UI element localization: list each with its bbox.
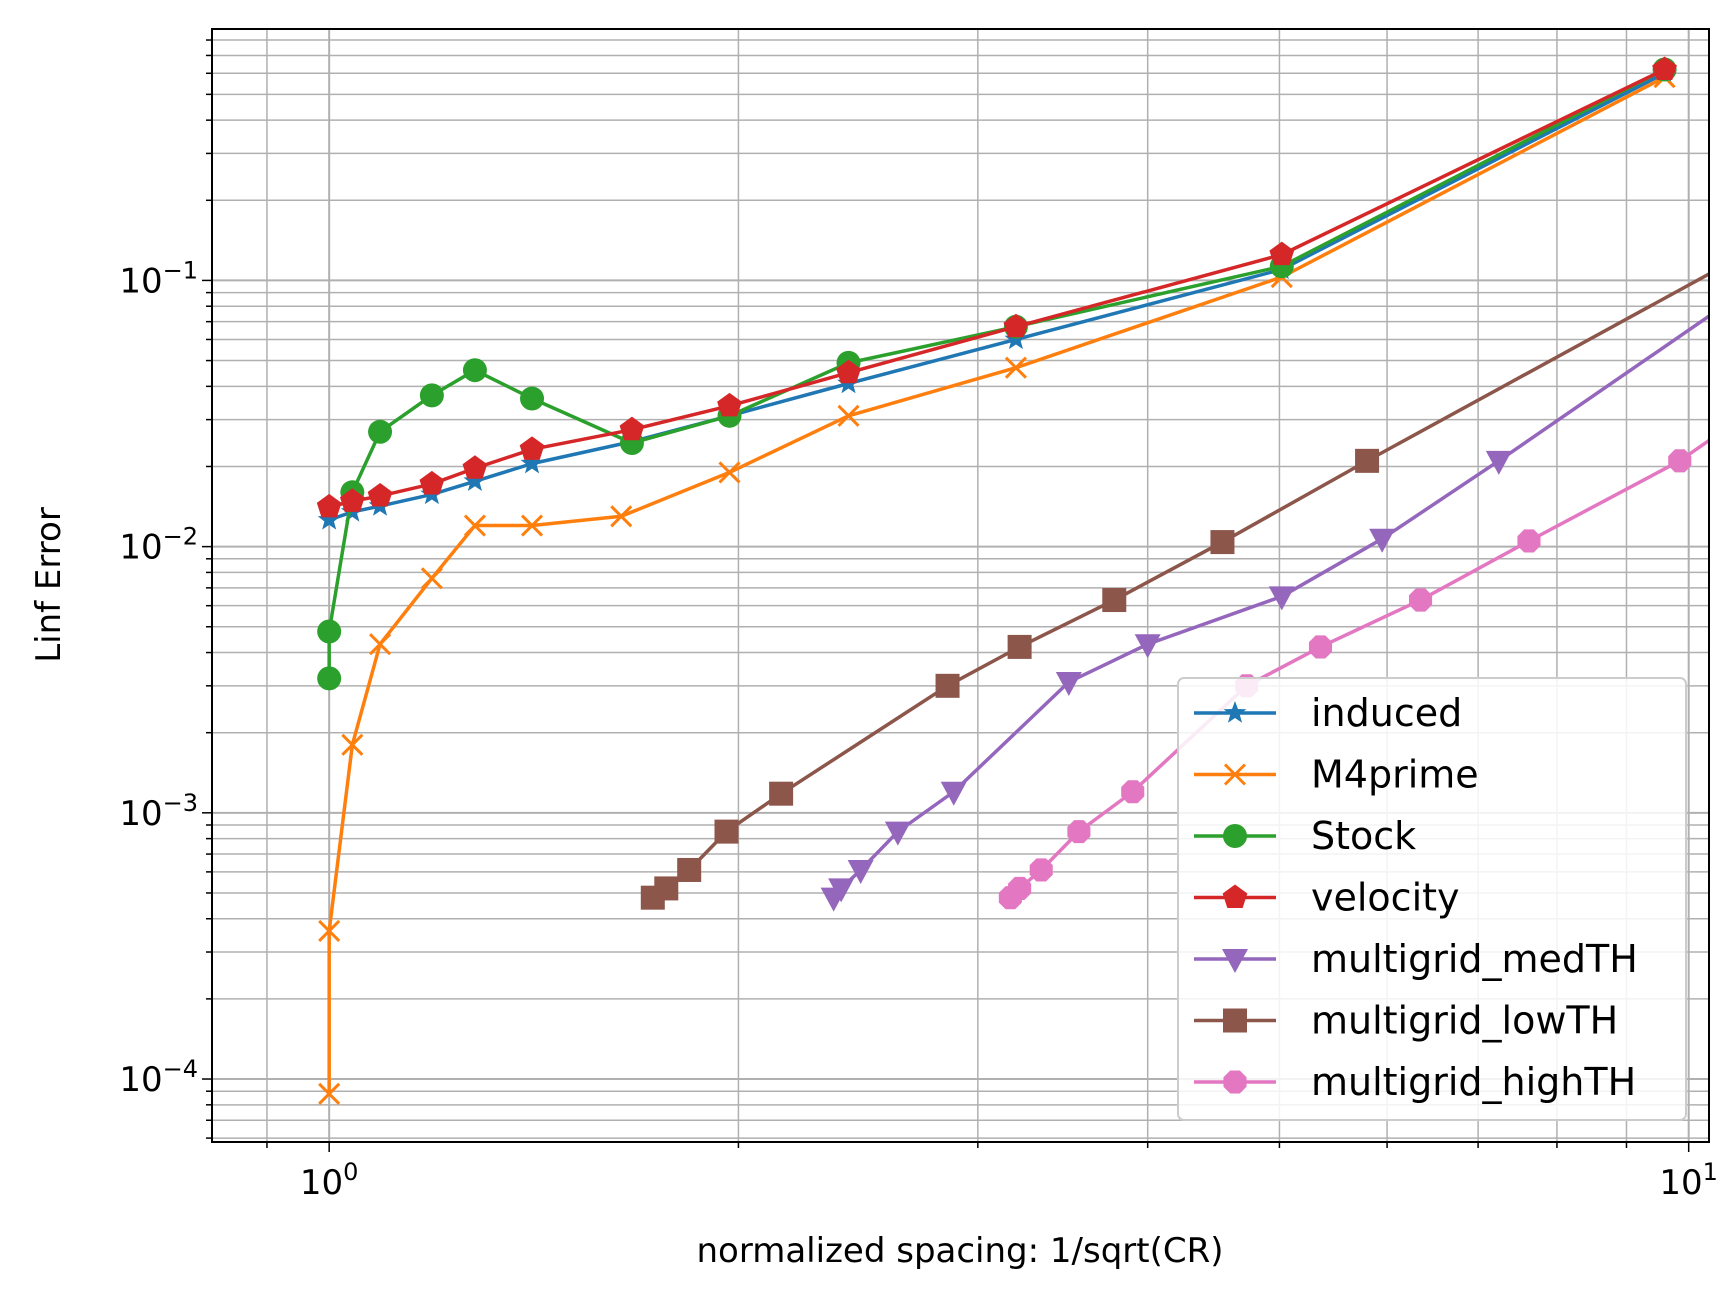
- x-tick-label: 100: [300, 1158, 359, 1203]
- legend-label: velocity: [1311, 876, 1460, 920]
- legend-item-multigrid_highTH: multigrid_highTH: [1194, 1060, 1636, 1104]
- axis-ticks: 100 101 10−4 10−3 10−2 10−1: [119, 39, 1718, 1203]
- legend-label: induced: [1311, 691, 1462, 735]
- data-point: [837, 404, 860, 427]
- data-point: [1369, 528, 1396, 553]
- series-velocity: [316, 56, 1677, 518]
- data-point: [1029, 858, 1053, 882]
- data-point: [1268, 586, 1295, 611]
- data-point: [717, 392, 742, 417]
- y-tick-label: 10−1: [119, 256, 198, 301]
- legend-label: multigrid_medTH: [1311, 937, 1638, 981]
- legend-item-induced: induced: [1194, 691, 1462, 735]
- legend-label: Stock: [1311, 814, 1416, 858]
- data-point: [1134, 634, 1161, 659]
- legend-swatch-marker: [1222, 949, 1248, 973]
- data-point: [1055, 672, 1082, 697]
- legend-box: [1177, 677, 1687, 1121]
- legend-swatch-marker: [1223, 1070, 1247, 1094]
- x-axis-label: normalized spacing: 1/sqrt(CR): [697, 1231, 1224, 1271]
- data-point: [520, 514, 544, 537]
- data-point: [1652, 56, 1677, 81]
- data-point: [1008, 876, 1032, 900]
- plot-frame: [211, 28, 1710, 1143]
- data-point: [1668, 449, 1692, 473]
- legend-label: M4prime: [1311, 753, 1479, 797]
- data-point: [318, 1082, 341, 1105]
- data-point: [610, 505, 633, 528]
- data-point: [1269, 241, 1295, 266]
- data-point: [1004, 356, 1027, 379]
- data-point: [714, 819, 739, 844]
- data-point: [1007, 634, 1032, 659]
- data-point: [318, 919, 341, 942]
- data-point: [677, 857, 702, 882]
- x-tick-label: 101: [1659, 1158, 1718, 1203]
- legend-item-Stock: Stock: [1194, 814, 1416, 858]
- data-point: [368, 419, 393, 444]
- data-point: [1210, 530, 1235, 555]
- legend-item-M4prime: M4prime: [1194, 753, 1479, 797]
- data-point: [463, 514, 486, 537]
- data-point: [1409, 588, 1433, 612]
- data-point: [836, 359, 861, 384]
- legend: induced M4prime Stock velocity multigrid_med…: [1177, 677, 1687, 1121]
- data-point: [462, 358, 487, 383]
- data-point: [1517, 529, 1541, 553]
- data-point: [1003, 313, 1029, 338]
- y-axis-label: Linf Error: [29, 507, 69, 663]
- series-layer: [316, 56, 1709, 1105]
- data-point: [520, 451, 544, 474]
- data-point: [317, 507, 341, 530]
- data-point: [317, 619, 342, 644]
- legend-label: multigrid_highTH: [1311, 1060, 1636, 1104]
- y-tick-label: 10−3: [119, 789, 198, 834]
- data-point: [419, 470, 445, 495]
- data-point: [940, 781, 967, 806]
- legend-swatch-marker: [1223, 1008, 1247, 1033]
- data-point: [935, 673, 960, 698]
- data-point: [368, 633, 392, 656]
- data-point: [419, 383, 444, 408]
- series-multigrid_lowTH: [640, 271, 1709, 910]
- data-point: [1102, 588, 1127, 613]
- legend-swatch-marker: [1223, 763, 1247, 786]
- data-point: [367, 482, 393, 507]
- data-point: [718, 461, 741, 484]
- data-point: [316, 493, 342, 518]
- data-point: [520, 386, 545, 411]
- legend-swatch-marker: [1223, 824, 1247, 848]
- data-point: [828, 878, 855, 903]
- legend-item-multigrid_lowTH: multigrid_lowTH: [1194, 999, 1618, 1043]
- y-tick-label: 10−4: [119, 1055, 198, 1100]
- legend-swatch-marker: [1223, 701, 1247, 723]
- legend-swatch-marker: [1222, 884, 1248, 909]
- data-point: [420, 567, 443, 590]
- data-point: [884, 821, 911, 846]
- data-point: [1121, 780, 1145, 804]
- data-point: [462, 455, 488, 479]
- legend-item-multigrid_medTH: multigrid_medTH: [1194, 937, 1638, 981]
- data-point: [1485, 450, 1512, 475]
- legend-label: multigrid_lowTH: [1311, 999, 1618, 1043]
- data-point: [654, 876, 679, 901]
- data-point: [1355, 448, 1380, 473]
- y-tick-label: 10−2: [119, 523, 198, 568]
- data-point: [339, 488, 365, 512]
- series-multigrid_medTH: [820, 314, 1709, 912]
- data-point: [317, 666, 342, 691]
- data-point: [1308, 635, 1333, 659]
- data-point: [519, 436, 545, 460]
- data-point: [341, 733, 364, 756]
- data-point: [847, 859, 874, 884]
- data-point: [1067, 820, 1091, 844]
- data-point: [463, 469, 487, 491]
- data-point: [769, 781, 794, 806]
- data-point: [619, 416, 645, 441]
- legend-item-velocity: velocity: [1194, 876, 1460, 920]
